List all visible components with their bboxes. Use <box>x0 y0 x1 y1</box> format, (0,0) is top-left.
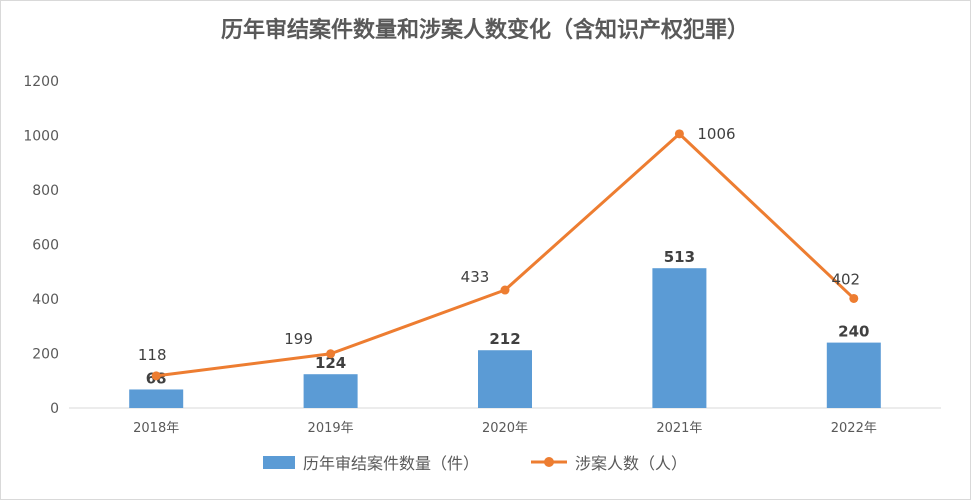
y-axis: 0 200 400 600 800 1000 1200 <box>23 74 59 417</box>
y-tick-label: 0 <box>50 401 59 417</box>
legend-bar-swatch <box>263 456 295 469</box>
line-point <box>326 349 336 359</box>
bar <box>826 342 881 408</box>
y-tick-label: 200 <box>32 347 59 363</box>
line-series: 118 199 433 1006 402 <box>138 125 860 381</box>
legend: 历年审结案件数量（件） 涉案人数（人） <box>263 454 687 473</box>
y-tick-label: 1200 <box>23 74 59 90</box>
line-value-label: 199 <box>284 330 313 348</box>
bar-value-label: 513 <box>664 248 695 266</box>
line-point <box>500 285 510 295</box>
chart-title: 历年审结案件数量和涉案人数变化（含知识产权犯罪） <box>221 17 749 43</box>
bar <box>478 350 532 408</box>
bar <box>652 268 707 408</box>
x-tick-label: 2019年 <box>308 421 354 436</box>
bar <box>303 374 358 408</box>
legend-line-marker <box>544 457 554 467</box>
x-axis: 2018年 2019年 2020年 2021年 2022年 <box>133 421 877 436</box>
x-tick-label: 2018年 <box>133 421 179 436</box>
x-tick-label: 2020年 <box>482 421 528 436</box>
line-point <box>674 129 684 139</box>
line-point <box>849 293 859 303</box>
y-tick-label: 400 <box>32 292 59 308</box>
bar-series: 68124212513240 <box>129 248 881 408</box>
x-tick-label: 2021年 <box>656 421 702 436</box>
bar-value-label: 240 <box>838 323 869 341</box>
line-value-label: 433 <box>461 268 490 286</box>
bar <box>129 389 184 408</box>
legend-line-label: 涉案人数（人） <box>575 454 687 473</box>
line-point <box>151 371 161 381</box>
y-tick-label: 600 <box>32 238 59 254</box>
bar-value-label: 124 <box>315 354 346 372</box>
y-tick-label: 800 <box>32 183 59 199</box>
bar-value-label: 212 <box>489 330 520 348</box>
line-value-label: 402 <box>831 270 860 288</box>
legend-bar-label: 历年审结案件数量（件） <box>303 454 479 473</box>
line-value-label: 118 <box>138 346 167 364</box>
y-tick-label: 1000 <box>23 129 59 145</box>
line-value-label: 1006 <box>697 125 735 143</box>
x-tick-label: 2022年 <box>831 421 877 436</box>
